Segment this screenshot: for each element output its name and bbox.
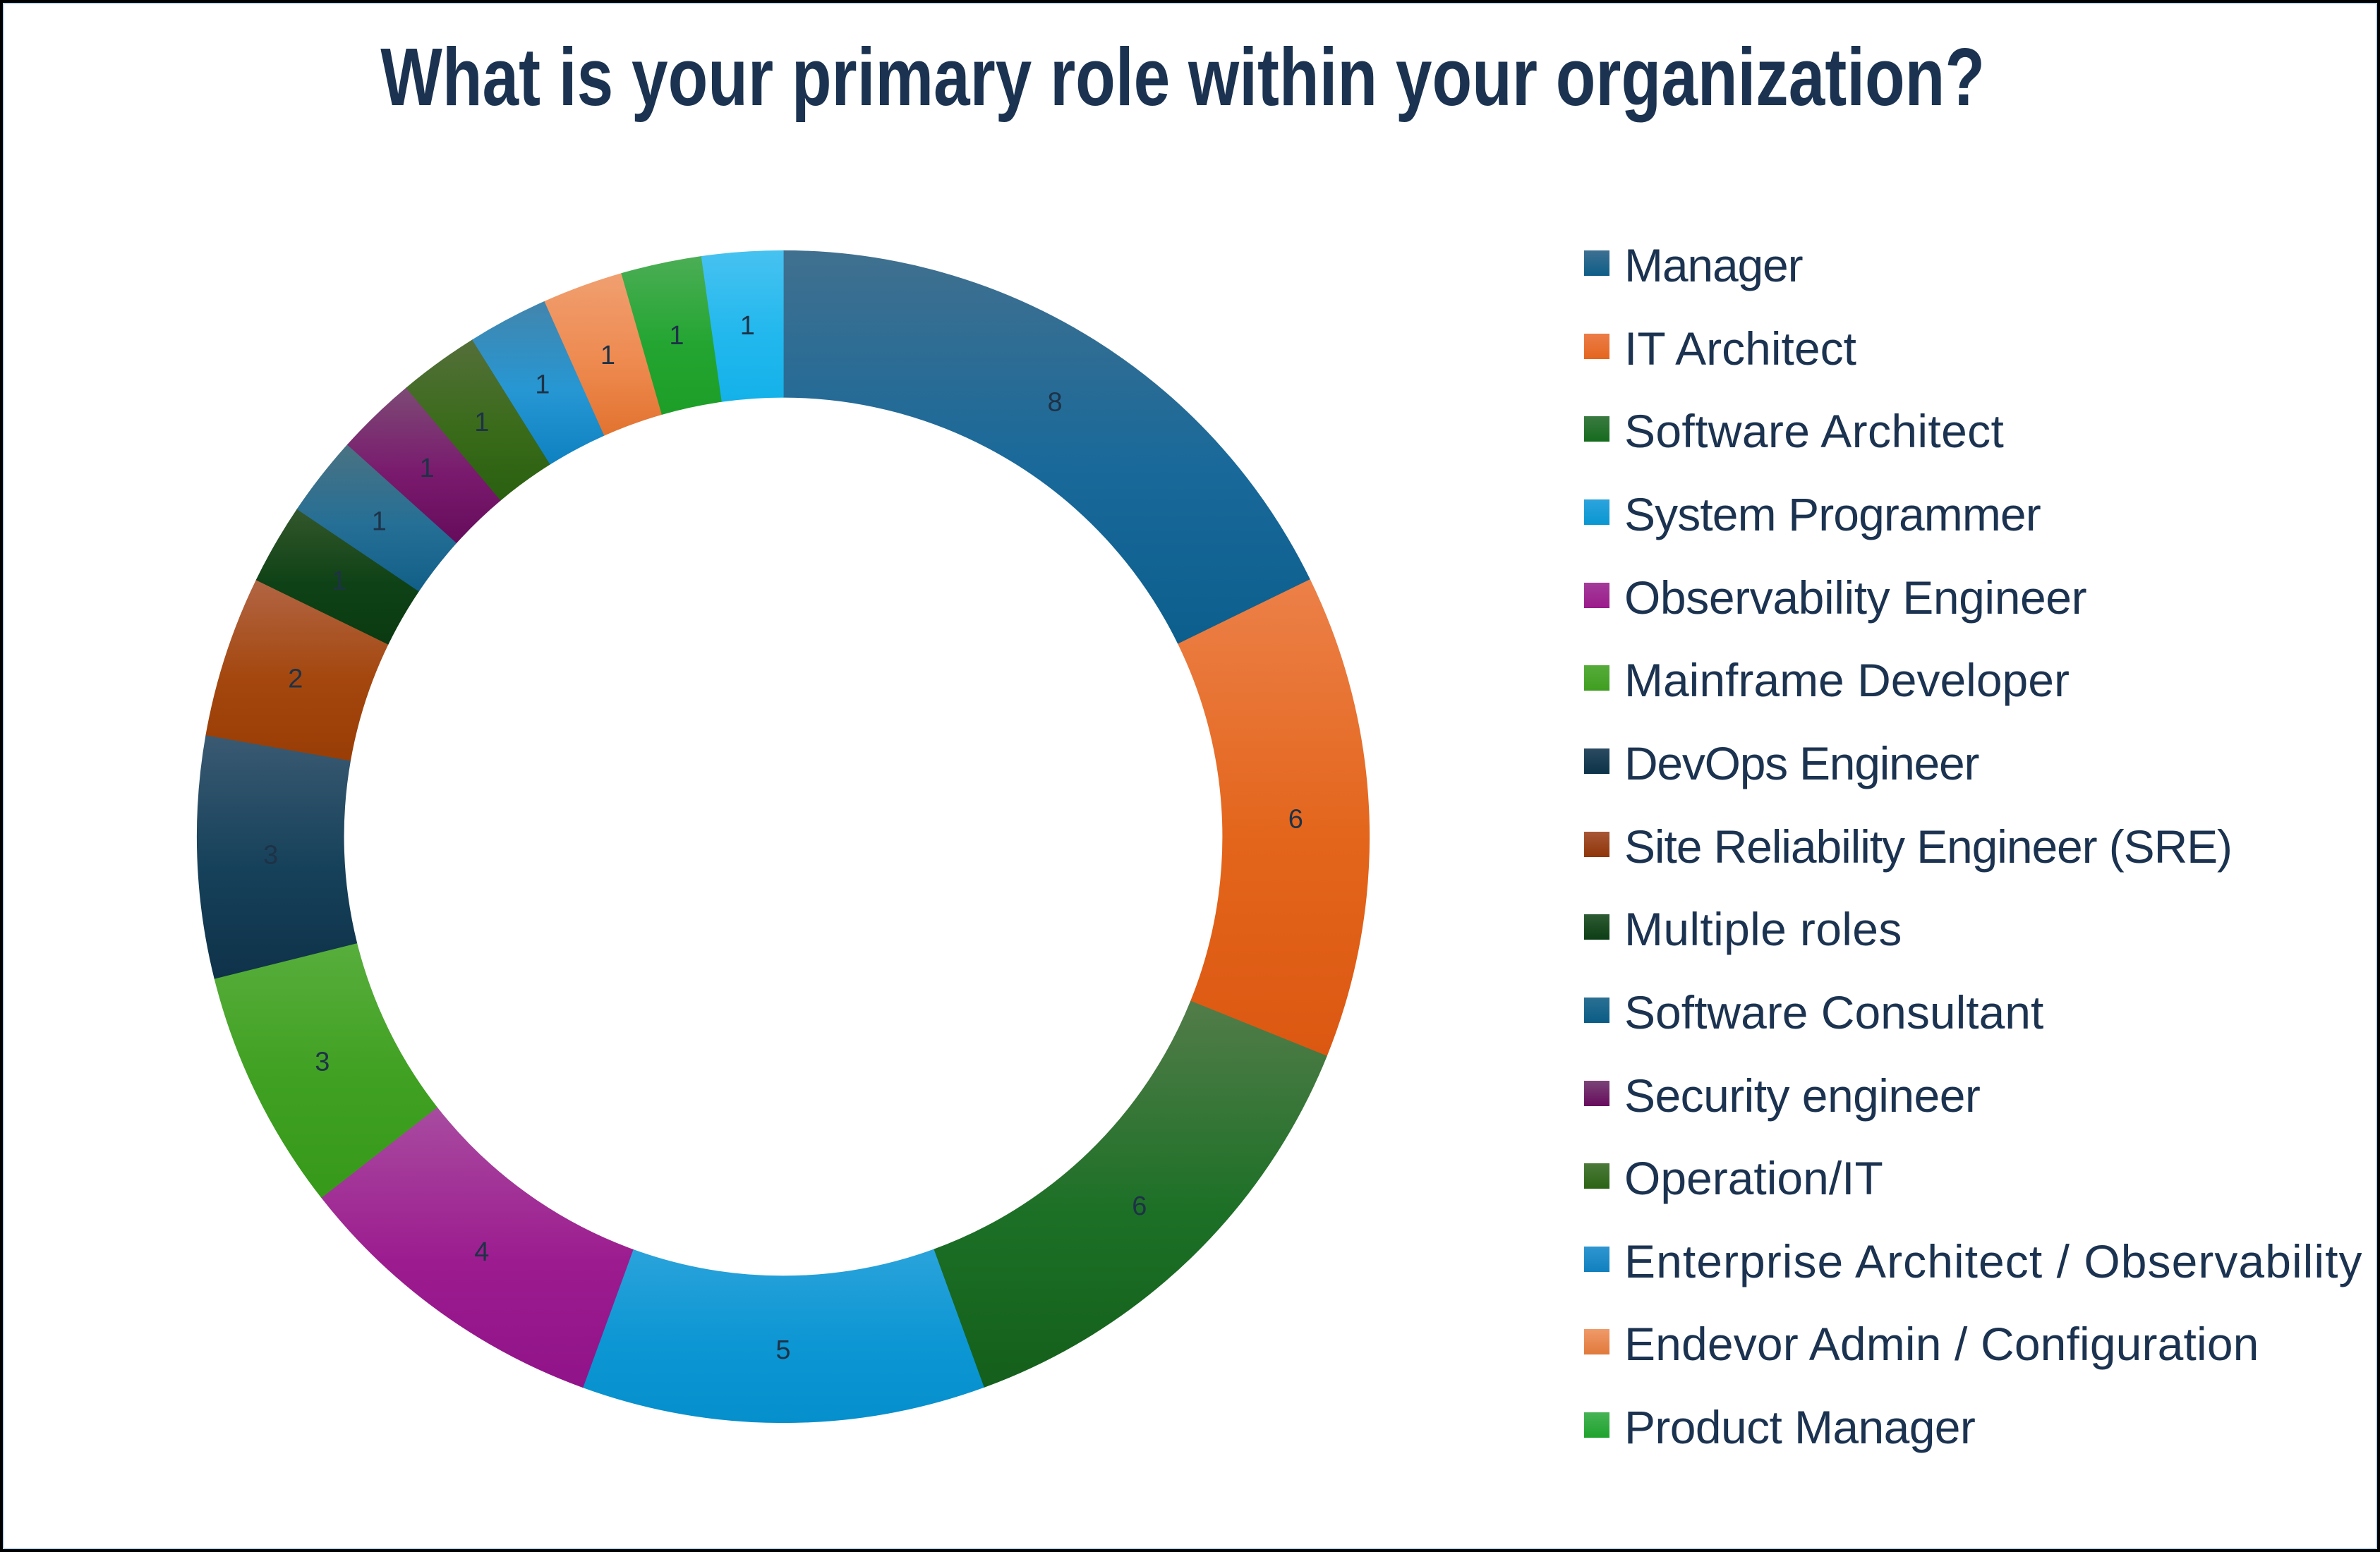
svg-text:6: 6 (1132, 1192, 1147, 1221)
svg-text:1: 1 (474, 408, 489, 437)
svg-text:1: 1 (332, 566, 346, 596)
svg-text:4: 4 (474, 1237, 489, 1267)
svg-text:3: 3 (315, 1048, 330, 1077)
svg-text:1: 1 (535, 370, 550, 399)
svg-text:1: 1 (420, 454, 435, 483)
svg-text:1: 1 (600, 341, 615, 370)
svg-text:5: 5 (775, 1335, 790, 1365)
svg-text:8: 8 (1048, 388, 1063, 418)
svg-text:2: 2 (288, 664, 303, 693)
svg-text:1: 1 (372, 507, 387, 537)
svg-text:6: 6 (1288, 805, 1303, 835)
svg-text:1: 1 (740, 311, 755, 341)
svg-text:1: 1 (669, 321, 684, 351)
svg-text:3: 3 (263, 840, 278, 870)
